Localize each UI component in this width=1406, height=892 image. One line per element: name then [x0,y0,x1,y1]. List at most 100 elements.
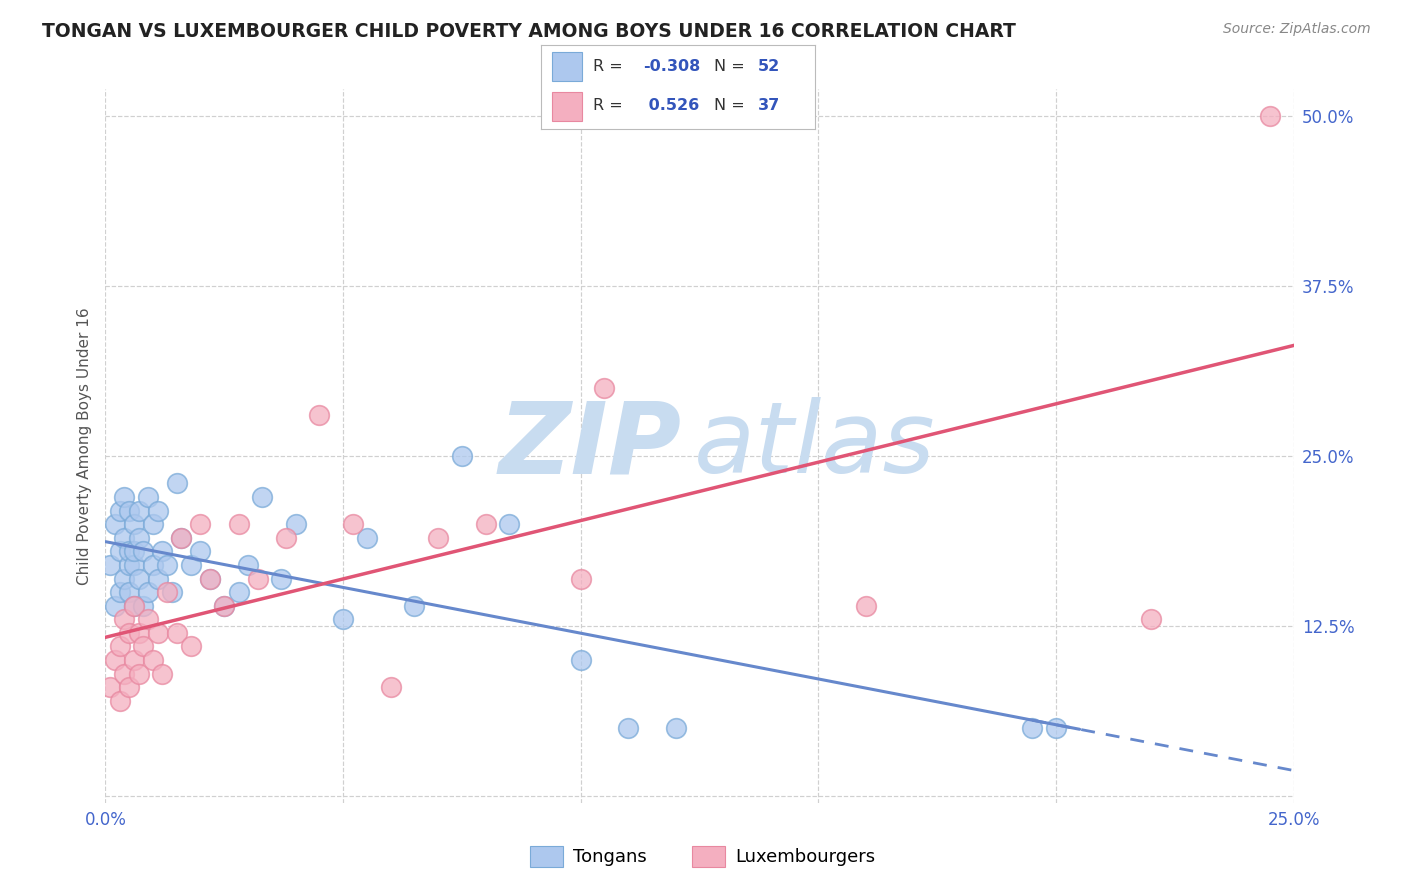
Point [132,599,155,613]
Point [1140,612,1163,626]
Point [569,653,592,667]
Point [228,517,250,532]
Point [356,531,378,545]
Point [160,585,183,599]
Point [1021,721,1043,735]
Point [342,517,364,532]
Text: Source: ZipAtlas.com: Source: ZipAtlas.com [1223,22,1371,37]
Point [118,558,141,572]
Point [118,680,141,694]
Point [114,612,136,626]
Point [1045,721,1067,735]
Point [332,612,354,626]
Point [308,409,330,423]
Point [128,503,150,517]
Point [427,531,450,545]
Point [156,558,179,572]
Point [170,531,193,545]
Point [136,612,159,626]
Point [190,517,212,532]
Text: N =: N = [714,59,745,74]
FancyBboxPatch shape [553,53,582,81]
Point [142,653,165,667]
Text: 52: 52 [758,59,780,74]
Point [122,544,145,558]
Point [128,666,150,681]
Point [214,599,236,613]
Point [246,572,269,586]
Point [274,531,297,545]
Point [142,517,165,532]
Point [128,572,150,586]
Point [166,476,188,491]
Text: -0.308: -0.308 [643,59,700,74]
Point [855,599,877,613]
Point [122,558,145,572]
Text: 37: 37 [758,98,780,112]
Point [122,517,145,532]
Legend: Tongans, Luxembourgers: Tongans, Luxembourgers [523,838,883,874]
Point [118,503,141,517]
Point [114,572,136,586]
Point [104,517,127,532]
Point [132,640,155,654]
Point [284,517,307,532]
Point [118,544,141,558]
Point [1258,109,1281,123]
Point [136,490,159,504]
Point [180,558,202,572]
Text: TONGAN VS LUXEMBOURGER CHILD POVERTY AMONG BOYS UNDER 16 CORRELATION CHART: TONGAN VS LUXEMBOURGER CHILD POVERTY AMO… [42,22,1017,41]
Point [136,585,159,599]
Point [104,653,127,667]
Point [593,381,616,395]
Text: R =: R = [593,98,623,112]
Text: N =: N = [714,98,745,112]
Point [166,626,188,640]
Point [380,680,402,694]
Point [142,558,165,572]
Point [617,721,640,735]
Point [98,558,121,572]
Point [474,517,496,532]
Point [270,572,292,586]
Point [108,694,131,708]
Point [170,531,193,545]
Point [236,558,259,572]
Point [180,640,202,654]
Point [228,585,250,599]
Text: 0.526: 0.526 [643,98,699,112]
Point [665,721,688,735]
Point [108,544,131,558]
Point [152,666,174,681]
Text: ZIP: ZIP [499,398,682,494]
Point [128,626,150,640]
Point [214,599,236,613]
Point [114,490,136,504]
Point [122,599,145,613]
Point [118,626,141,640]
Point [450,449,472,463]
Point [198,572,221,586]
FancyBboxPatch shape [553,92,582,120]
Point [118,585,141,599]
Point [108,585,131,599]
Point [98,680,121,694]
Point [114,666,136,681]
Y-axis label: Child Poverty Among Boys Under 16: Child Poverty Among Boys Under 16 [76,307,91,585]
Point [156,585,179,599]
Point [404,599,426,613]
Point [122,653,145,667]
Point [132,544,155,558]
Point [569,572,592,586]
Point [198,572,221,586]
Point [114,531,136,545]
Point [190,544,212,558]
Point [128,531,150,545]
Point [122,599,145,613]
Point [252,490,274,504]
Point [146,503,169,517]
Point [108,640,131,654]
Point [146,626,169,640]
Point [146,572,169,586]
Point [498,517,520,532]
